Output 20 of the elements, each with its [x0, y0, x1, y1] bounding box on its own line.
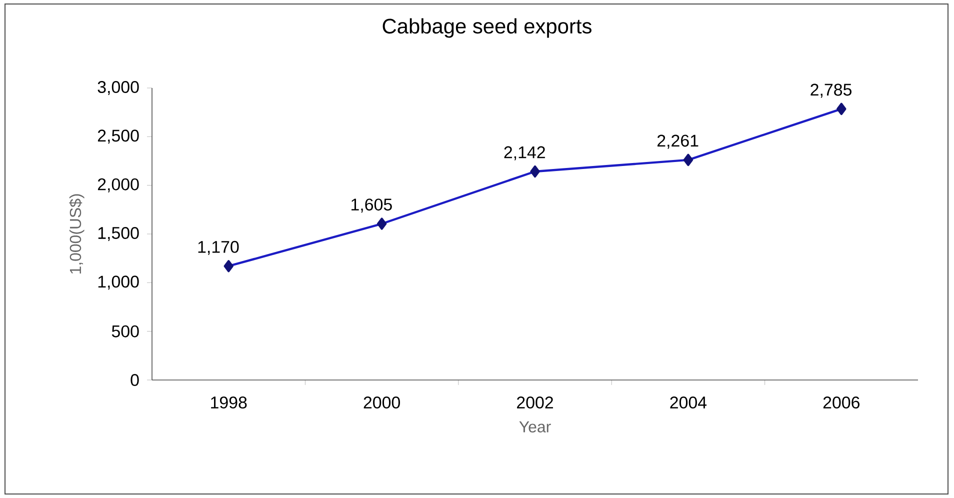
y-tick-label: 500 — [112, 325, 139, 338]
data-label: 2,785 — [810, 84, 852, 98]
y-tick-label: 2,000 — [98, 178, 139, 192]
x-tick-label: 2002 — [517, 396, 553, 408]
y-tick-label: 2,500 — [98, 130, 139, 144]
x-tick-label: 2000 — [364, 396, 400, 408]
chart-title: Cabbage seed exports — [382, 18, 592, 38]
x-tick-label: 1998 — [211, 396, 247, 408]
y-tick-label: 0 — [130, 374, 139, 386]
x-tick-label: 2006 — [823, 396, 860, 408]
x-axis-title: Year — [519, 421, 551, 432]
data-label: 1,605 — [352, 198, 392, 213]
x-tick-label: 2004 — [670, 396, 707, 408]
data-label: 1,170 — [198, 240, 239, 255]
data-label: 2,142 — [504, 146, 545, 160]
y-tick-label: 1,500 — [98, 226, 139, 241]
y-axis-title: 1,000(US$) — [69, 194, 84, 274]
y-tick-label: 1,000 — [98, 276, 139, 290]
data-label: 2,261 — [657, 134, 698, 149]
y-tick-label: 3,000 — [98, 80, 139, 95]
